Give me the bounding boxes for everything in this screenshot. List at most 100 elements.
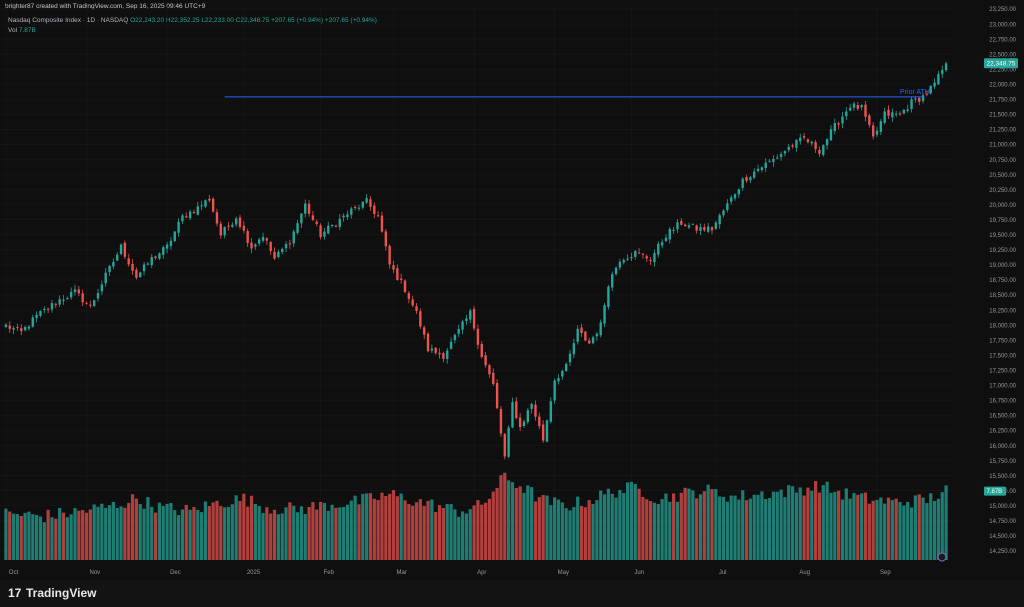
volume-bar bbox=[341, 506, 346, 560]
volume-bar bbox=[614, 497, 618, 560]
volume-bar bbox=[783, 497, 787, 560]
volume-bar bbox=[775, 491, 779, 560]
volume-bar bbox=[898, 502, 902, 560]
candle-body bbox=[457, 329, 460, 334]
time-tick-label: 2025 bbox=[247, 570, 261, 576]
candle-body bbox=[649, 260, 652, 262]
volume-bar bbox=[368, 493, 373, 560]
candle-body bbox=[234, 218, 238, 225]
volume-bar bbox=[875, 499, 879, 560]
candle-body bbox=[250, 242, 253, 249]
volume-bar bbox=[664, 493, 668, 560]
volume-bar bbox=[530, 487, 534, 560]
symbol-name[interactable]: Nasdaq Composite Index · 1D · NASDAQ bbox=[8, 17, 129, 24]
volume-label[interactable]: Vol bbox=[8, 27, 18, 34]
candle-body bbox=[714, 222, 718, 229]
volume-bar bbox=[58, 507, 62, 560]
volume-bar bbox=[879, 497, 883, 560]
volume-bar bbox=[322, 502, 327, 560]
volume-bar bbox=[142, 508, 146, 560]
volume-bar bbox=[675, 501, 680, 560]
volume-bar bbox=[188, 509, 192, 560]
volume-bar bbox=[840, 499, 845, 560]
volume-bar bbox=[576, 496, 580, 560]
price-chart[interactable]: Prior ATH 23,250.00 23,000.00 22,750.00 22,… bbox=[0, 0, 1024, 580]
candle-body bbox=[323, 231, 326, 237]
volume-bar bbox=[42, 522, 46, 560]
candle-body bbox=[257, 239, 261, 244]
candle-body bbox=[871, 125, 875, 137]
candle-body bbox=[484, 355, 487, 366]
volume-value: 7.87B bbox=[18, 27, 36, 34]
volume-bar bbox=[744, 500, 749, 560]
candle-body bbox=[768, 160, 771, 162]
candle-body bbox=[933, 82, 936, 87]
volume-bar bbox=[357, 504, 361, 560]
price-tick-label: 20,000.00 bbox=[989, 203, 1016, 209]
volume-bar bbox=[391, 490, 396, 560]
volume-bar bbox=[11, 513, 16, 560]
candle-body bbox=[46, 308, 50, 310]
candle-body bbox=[131, 263, 134, 271]
prior-ath-label: Prior ATH bbox=[900, 89, 930, 96]
price-tick-label: 20,500.00 bbox=[989, 173, 1016, 179]
candle-body bbox=[273, 251, 276, 259]
price-tick-label: 21,500.00 bbox=[989, 113, 1016, 119]
candle-body bbox=[196, 206, 199, 215]
candle-body bbox=[833, 122, 836, 131]
volume-bar bbox=[230, 504, 234, 560]
volume-bar bbox=[564, 508, 568, 560]
volume-bar bbox=[764, 499, 768, 560]
candle-body bbox=[119, 244, 123, 254]
candle-body bbox=[507, 427, 510, 457]
candle-body bbox=[722, 210, 725, 216]
volume-bar bbox=[165, 503, 169, 560]
candle-body bbox=[564, 363, 568, 372]
candle-body bbox=[695, 225, 698, 231]
candle-body bbox=[238, 217, 242, 227]
price-axis[interactable]: 23,250.00 23,000.00 22,750.00 22,500.00 22,2… bbox=[989, 7, 1016, 555]
volume-bar bbox=[714, 489, 718, 560]
volume-bar bbox=[572, 507, 576, 560]
candle-body bbox=[818, 149, 821, 154]
event-marker-icon[interactable] bbox=[937, 552, 947, 562]
series-legend: Nasdaq Composite Index · 1D · NASDAQ O22… bbox=[8, 17, 377, 24]
volume-bar bbox=[917, 494, 921, 560]
volume-bar bbox=[115, 507, 119, 560]
volume-bar bbox=[514, 487, 518, 560]
price-tick-label: 16,500.00 bbox=[989, 414, 1016, 420]
candle-body bbox=[910, 99, 913, 109]
time-axis[interactable]: Oct Nov Dec 2025 Feb Mar Apr May Jun Jul Aug Sep bbox=[9, 570, 891, 576]
candle-body bbox=[73, 289, 77, 293]
tradingview-brand[interactable]: 17 TradingView bbox=[8, 586, 96, 600]
volume-bar bbox=[683, 487, 687, 560]
price-tick-label: 19,750.00 bbox=[989, 218, 1016, 224]
volume-bar bbox=[944, 485, 948, 560]
volume-bar bbox=[602, 494, 607, 560]
candle-body bbox=[875, 130, 879, 135]
candlesticks bbox=[4, 61, 948, 460]
volume-bar bbox=[802, 495, 806, 560]
volume-bar bbox=[269, 513, 273, 560]
volume-bar bbox=[426, 500, 430, 560]
volume-bar bbox=[487, 498, 492, 560]
candle-body bbox=[146, 263, 150, 265]
volume-bar bbox=[633, 483, 637, 560]
volume-bar bbox=[856, 494, 860, 560]
volume-bar bbox=[249, 495, 254, 560]
candle-body bbox=[588, 340, 591, 344]
volume-bar bbox=[507, 480, 511, 560]
volume-bar bbox=[54, 518, 58, 560]
price-tick-label: 21,000.00 bbox=[989, 143, 1016, 149]
candle-body bbox=[173, 231, 176, 242]
price-tick-label: 17,500.00 bbox=[989, 353, 1016, 359]
volume-bar bbox=[153, 512, 158, 560]
volume-bar bbox=[771, 491, 776, 560]
volume-bar bbox=[691, 490, 695, 560]
candle-body bbox=[77, 289, 81, 294]
candle-body bbox=[261, 236, 265, 241]
candle-body bbox=[549, 401, 553, 422]
candle-body bbox=[776, 157, 779, 159]
candle-body bbox=[169, 240, 173, 247]
volume-bar bbox=[157, 502, 162, 560]
